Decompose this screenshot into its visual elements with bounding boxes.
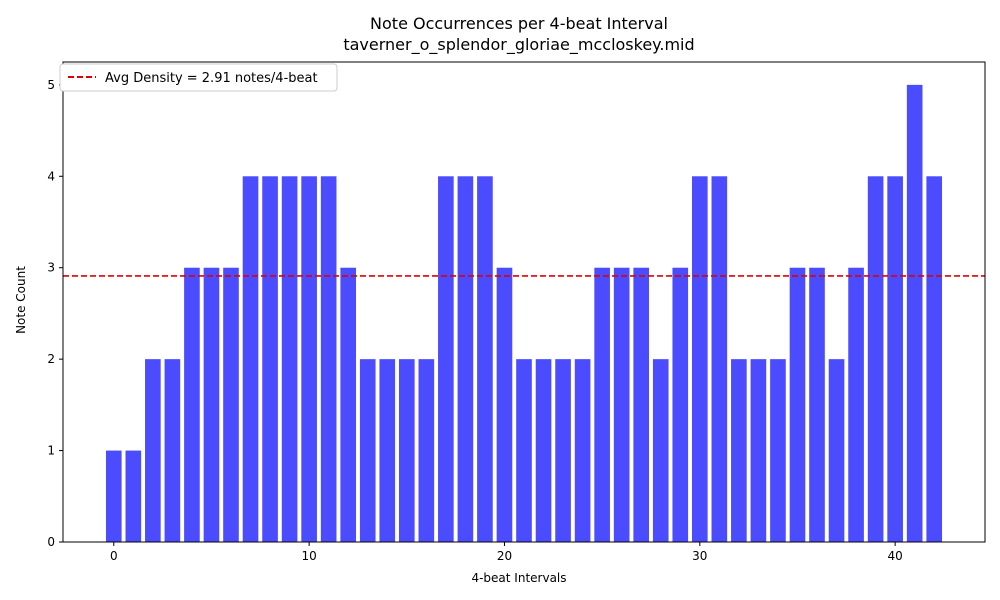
plot-area — [62, 61, 986, 543]
bar-37 — [828, 359, 845, 542]
x-axis: 0 10 20 30 40 — [110, 542, 903, 563]
bar-42 — [926, 176, 943, 543]
bar-33 — [750, 359, 767, 542]
bar-7 — [242, 176, 259, 543]
bar-12 — [340, 267, 357, 542]
bar-19 — [477, 176, 493, 543]
legend-label: Avg Density = 2.91 notes/4-beat — [105, 71, 318, 86]
bar-18 — [457, 176, 474, 543]
bar-9 — [281, 176, 298, 543]
y-axis-label: Note Count — [14, 266, 28, 334]
bar-14 — [379, 359, 396, 542]
bar-28 — [652, 359, 669, 542]
bar-38 — [848, 267, 864, 542]
bar-3 — [164, 359, 181, 542]
bar-34 — [770, 359, 786, 542]
y-tick-label-0: 0 — [47, 535, 55, 549]
bar-26 — [613, 267, 630, 542]
y-tick-label-1: 1 — [47, 444, 55, 458]
legend: Avg Density = 2.91 notes/4-beat — [59, 63, 338, 92]
bar-8 — [262, 176, 278, 543]
bar-35 — [789, 267, 806, 542]
y-tick-label-5: 5 — [47, 78, 55, 92]
x-tick-label-0: 0 — [110, 549, 118, 563]
bar-40 — [887, 176, 903, 543]
y-tick-label-4: 4 — [47, 169, 55, 183]
bar-21 — [516, 359, 532, 542]
bar-2 — [145, 359, 161, 542]
bar-15 — [398, 359, 415, 542]
x-tick-label-40: 40 — [888, 549, 903, 563]
x-axis-label: 4-beat Intervals — [471, 571, 566, 585]
bar-11 — [320, 176, 337, 543]
bar-41 — [906, 84, 923, 542]
chart-subtitle: taverner_o_splendor_gloriae_mccloskey.mi… — [343, 35, 694, 55]
bar-group — [105, 84, 943, 543]
y-tick-label-3: 3 — [47, 261, 55, 275]
bar-16 — [418, 359, 435, 542]
y-tick-label-2: 2 — [47, 352, 55, 366]
bar-30 — [691, 176, 708, 543]
bar-13 — [359, 359, 376, 542]
bar-22 — [535, 359, 552, 542]
bar-23 — [555, 359, 571, 542]
bar-27 — [633, 267, 650, 542]
bar-31 — [711, 176, 728, 543]
chart-title: Note Occurrences per 4-beat Interval — [370, 14, 668, 33]
bar-1 — [125, 450, 142, 542]
bar-10 — [301, 176, 317, 543]
bar-20 — [496, 267, 513, 542]
x-tick-label-20: 20 — [497, 549, 512, 563]
bar-32 — [731, 359, 747, 542]
x-tick-label-10: 10 — [301, 549, 316, 563]
bar-25 — [594, 267, 610, 542]
bar-17 — [438, 176, 454, 543]
bar-39 — [867, 176, 884, 543]
bar-24 — [574, 359, 591, 542]
bar-36 — [809, 267, 825, 542]
bar-5 — [203, 267, 220, 542]
legend-box — [59, 63, 338, 92]
x-tick-label-30: 30 — [692, 549, 707, 563]
bar-6 — [223, 267, 239, 542]
y-axis: 0 1 2 3 4 5 — [47, 78, 63, 549]
bar-4 — [184, 267, 200, 542]
bar-29 — [672, 267, 689, 542]
bar-0 — [105, 450, 122, 542]
